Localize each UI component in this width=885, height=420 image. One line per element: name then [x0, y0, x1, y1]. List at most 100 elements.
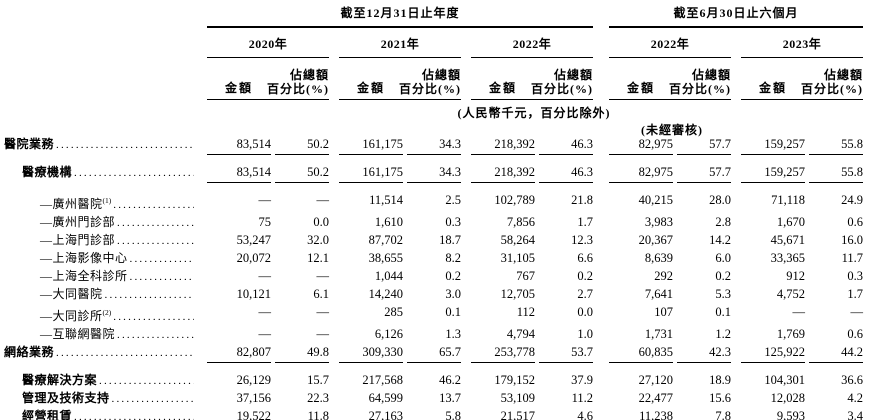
pct-value: 8.2 — [445, 251, 461, 265]
pct-value: 0.6 — [847, 215, 863, 229]
pct-value: 57.7 — [677, 136, 731, 155]
row-label: 經營租賃 — [2, 408, 197, 420]
period-interim-header: 截至6月30日止六個月 — [609, 4, 863, 28]
pct-value: 11.7 — [841, 251, 863, 265]
amount-value: 53,109 — [500, 391, 535, 405]
dot-leader — [74, 408, 194, 420]
pct-value: 65.7 — [407, 344, 461, 363]
pct-value: 13.7 — [439, 391, 461, 405]
amount-value: 75 — [258, 215, 272, 229]
dot-leader — [113, 308, 194, 326]
row-label: —上海影像中心 — [2, 250, 197, 268]
amount-value: 7,641 — [644, 287, 673, 301]
amount-value: 4,794 — [506, 327, 535, 341]
dot-leader — [99, 372, 194, 390]
pct-value: 0.0 — [577, 305, 593, 319]
amount-header: 金額 — [626, 81, 655, 95]
amount-value: 179,152 — [494, 373, 535, 387]
pct-value: 42.3 — [677, 344, 731, 363]
amount-value: 218,392 — [471, 136, 535, 155]
year-2021: 2021年 — [339, 35, 461, 58]
currency-unit-note: (人民幣千元，百分比除外) — [457, 106, 611, 120]
pct-value: 1.3 — [445, 327, 461, 341]
pct-value: 3.0 — [445, 287, 461, 301]
pct-value: 0.2 — [715, 269, 731, 283]
dot-leader — [130, 268, 194, 286]
amount-value: 7,856 — [506, 215, 535, 229]
amount-value: 64,599 — [368, 391, 403, 405]
row-label: —廣州醫院(1) — [2, 192, 197, 214]
amount-value: 53,247 — [236, 233, 271, 247]
pct-value: — — [316, 305, 330, 319]
pct-value: 46.3 — [539, 136, 593, 155]
row-label-text: —廣州醫院(1) — [40, 196, 112, 211]
amount-value: — — [258, 269, 272, 283]
row-label: —大同診所(2) — [2, 304, 197, 326]
table-row: —互聯網醫院 — — 6,126 1.3 4,794 1.0 1,731 1.2 1,769 0.6 — [2, 326, 885, 344]
pct-value: — — [316, 193, 330, 207]
amount-value: 309,330 — [339, 344, 403, 363]
pct-value: 6.1 — [313, 287, 329, 301]
amount-value: 125,922 — [741, 344, 805, 363]
pct-value: 3.4 — [847, 409, 863, 420]
pct-value: — — [850, 305, 864, 319]
amount-value: 26,129 — [236, 373, 271, 387]
pct-header: 佔總額 百分比(%) — [267, 68, 329, 96]
amount-value: 3,983 — [644, 215, 673, 229]
pct-value: 5.3 — [715, 287, 731, 301]
row-label: 管理及技術支持 — [2, 390, 197, 408]
table-row: —上海影像中心 20,072 12.1 38,655 8.2 31,105 6.6 8,639… — [2, 250, 885, 268]
amount-value: 767 — [516, 269, 535, 283]
amount-value: 912 — [786, 269, 805, 283]
amount-value: 27,120 — [638, 373, 673, 387]
amount-value: 217,568 — [362, 373, 403, 387]
amount-value: 83,514 — [207, 164, 271, 183]
amount-value: 45,671 — [770, 233, 805, 247]
pct-value: 14.2 — [709, 233, 731, 247]
amount-value: 37,156 — [236, 391, 271, 405]
row-label-text: —上海全科診所 — [40, 269, 128, 283]
pct-value: 15.6 — [709, 391, 731, 405]
year-2023-interim: 2023年 — [741, 35, 863, 58]
pct-value: 37.9 — [571, 373, 593, 387]
dot-leader — [56, 136, 194, 154]
pct-value: 4.2 — [847, 391, 863, 405]
amount-value: 1,610 — [374, 215, 403, 229]
amount-value: 11,238 — [639, 409, 673, 420]
dot-leader — [56, 344, 194, 362]
row-label-text: —上海門診部 — [40, 233, 116, 247]
amount-value: 218,392 — [471, 164, 535, 183]
pct-value: 0.6 — [847, 327, 863, 341]
amount-header: 金額 — [356, 81, 385, 95]
row-label: —大同醫院 — [2, 286, 197, 304]
pct-value: 0.2 — [577, 269, 593, 283]
row-label: —上海門診部 — [2, 232, 197, 250]
amount-value: 9,593 — [776, 409, 805, 420]
amount-value: 12,705 — [500, 287, 535, 301]
pct-value: 28.0 — [709, 193, 731, 207]
row-label: —廣州門診部 — [2, 214, 197, 232]
pct-value: 0.3 — [445, 215, 461, 229]
table-row: 經營租賃 19,522 11.8 27,163 5.8 21,517 4.6 11,238 7.… — [2, 408, 885, 420]
table-row: 醫療解決方案 26,129 15.7 217,568 46.2 179,152 37.9 27… — [2, 372, 885, 390]
row-label-text: 管理及技術支持 — [22, 391, 110, 405]
dot-leader — [112, 390, 194, 408]
amount-value: 6,126 — [374, 327, 403, 341]
amount-value: 87,702 — [368, 233, 403, 247]
amount-value: 27,163 — [368, 409, 403, 420]
amount-value: 1,670 — [776, 215, 805, 229]
pct-value: 18.7 — [439, 233, 461, 247]
pct-value: 0.1 — [715, 305, 731, 319]
pct-header: 佔總額 百分比(%) — [399, 68, 461, 96]
row-label-text: —互聯網醫院 — [40, 327, 116, 341]
amount-value: 20,367 — [638, 233, 673, 247]
pct-value: 53.7 — [539, 344, 593, 363]
dot-leader — [117, 232, 194, 250]
pct-value: 6.6 — [577, 251, 593, 265]
pct-value: 34.3 — [407, 164, 461, 183]
amount-value: 20,072 — [236, 251, 271, 265]
